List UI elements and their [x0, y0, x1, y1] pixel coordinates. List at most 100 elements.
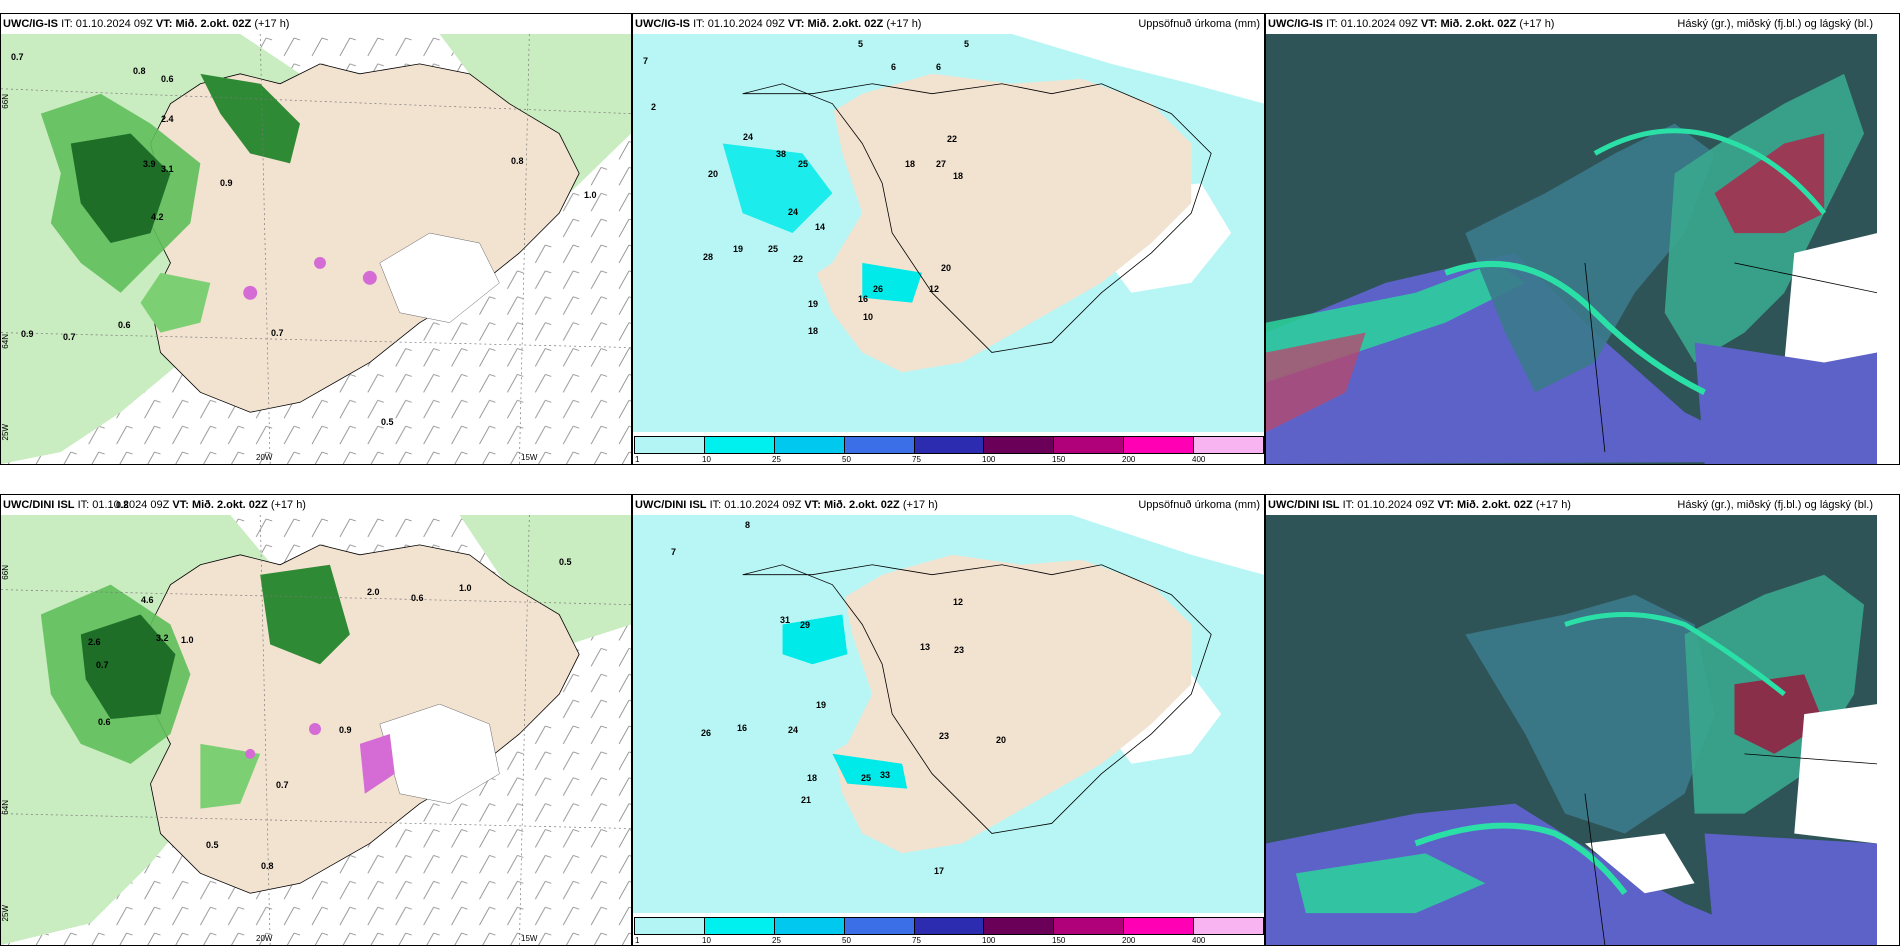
panel-top-left-wind-precip: UWC/IG-IS IT: 01.10.2024 09Z VT: Mið. 2.…: [0, 13, 632, 465]
lat-label-25: 25W: [1, 424, 10, 441]
value-label: 5: [964, 39, 970, 49]
value-label: 3.2: [156, 633, 169, 643]
legend-swatch: [704, 437, 775, 453]
value-label: 0.8: [116, 500, 129, 510]
value-label: 23: [954, 645, 965, 655]
value-label: 6: [891, 62, 897, 72]
value-label: 18: [807, 773, 818, 783]
value-label: 21: [801, 795, 812, 805]
value-label: 0.6: [118, 320, 131, 330]
legend-tick: 50: [842, 936, 851, 945]
value-label: 19: [816, 700, 827, 710]
lon-label-15: 15W: [521, 453, 538, 462]
value-label: 18: [808, 326, 819, 336]
value-label: 5: [858, 39, 864, 49]
panel-header: UWC/DINI ISL IT: 01.10.2024 09Z VT: Mið.…: [635, 499, 938, 511]
legend-tick: 75: [912, 455, 921, 464]
lon-label-15: 15W: [521, 934, 538, 943]
legend-tick: 10: [702, 455, 711, 464]
value-label: 14: [815, 222, 826, 232]
value-label: 22: [793, 254, 804, 264]
legend-bar: [634, 917, 1264, 935]
lon-label-20: 20W: [256, 453, 273, 462]
value-label: 2: [651, 102, 657, 112]
value-label: 2.0: [367, 587, 380, 597]
legend-swatch: [844, 918, 915, 934]
value-label: 0.8: [511, 156, 524, 166]
value-label: 0.7: [276, 780, 289, 790]
legend-tick: 200: [1122, 936, 1136, 945]
legend-swatch: [704, 918, 775, 934]
map-clouds: [1266, 34, 1877, 464]
legend-tick: 150: [1052, 455, 1066, 464]
value-label: 1.0: [181, 635, 194, 645]
value-label: 0.9: [339, 725, 352, 735]
legend-tick: 400: [1192, 936, 1206, 945]
panel-top-middle-precip: UWC/IG-IS IT: 01.10.2024 09Z VT: Mið. 2.…: [632, 13, 1265, 465]
value-label: 26: [873, 284, 884, 294]
legend-swatch: [984, 437, 1055, 453]
legend-tick: 10: [702, 936, 711, 945]
legend-bar: [634, 436, 1264, 454]
value-label: 10: [863, 312, 874, 322]
value-label: 0.5: [381, 417, 394, 427]
precip-legend: 1 10 25 50 75 100 150 200 400: [634, 917, 1264, 945]
value-label: 0.9: [220, 178, 233, 188]
value-label: 25: [798, 159, 809, 169]
value-label: 3.1: [161, 164, 174, 174]
panel-right-title: Uppsöfnuð úrkoma (mm): [1138, 18, 1260, 30]
lat-label-64: 64N: [1, 800, 10, 815]
legend-tick: 100: [982, 455, 996, 464]
panel-header: UWC/IG-IS IT: 01.10.2024 09Z VT: Mið. 2.…: [3, 18, 290, 30]
value-label: 0.6: [161, 74, 174, 84]
value-label: 25: [861, 773, 872, 783]
value-label: 12: [953, 597, 964, 607]
value-label: 26: [701, 728, 712, 738]
value-label: 23: [939, 731, 950, 741]
legend-swatch: [1124, 437, 1195, 453]
legend-swatch: [1124, 918, 1195, 934]
legend-swatch: [844, 437, 915, 453]
value-label: 16: [858, 294, 869, 304]
value-label: 31: [780, 615, 791, 625]
legend-tick: 50: [842, 455, 851, 464]
legend-swatch: [914, 918, 985, 934]
value-label: 19: [808, 299, 819, 309]
legend-tick: 400: [1192, 455, 1206, 464]
legend-swatch: [984, 918, 1055, 934]
legend-swatch: [1054, 437, 1125, 453]
value-label: 0.7: [11, 52, 24, 62]
value-label: 16: [737, 723, 748, 733]
legend-swatch: [1194, 918, 1264, 934]
value-label: 0.5: [206, 840, 219, 850]
lat-label-64: 64N: [1, 334, 10, 349]
legend-tick: 1: [635, 455, 640, 464]
value-label: 29: [800, 620, 811, 630]
value-label: 3.9: [143, 159, 156, 169]
legend-tick: 200: [1122, 455, 1136, 464]
value-label: 2.6: [88, 637, 101, 647]
value-label: 12: [929, 284, 940, 294]
legend-tick: 25: [772, 455, 781, 464]
value-label: 20: [708, 169, 719, 179]
legend-swatch: [635, 437, 705, 453]
value-label: 0.5: [559, 557, 572, 567]
map-wind-precip: [1, 34, 631, 464]
legend-swatch: [914, 437, 985, 453]
value-label: 24: [788, 207, 799, 217]
value-label: 22: [947, 134, 958, 144]
legend-tick: 25: [772, 936, 781, 945]
value-label: 24: [743, 132, 754, 142]
panel-header: UWC/IG-IS IT: 01.10.2024 09Z VT: Mið. 2.…: [1268, 18, 1555, 30]
value-label: 19: [733, 244, 744, 254]
value-label: 24: [788, 725, 799, 735]
value-label: 18: [905, 159, 916, 169]
lat-label-25: 25W: [1, 905, 10, 922]
panel-right-title: Uppsöfnuð úrkoma (mm): [1138, 499, 1260, 511]
legend-swatch: [1194, 437, 1264, 453]
value-label: 7: [671, 547, 677, 557]
value-label: 28: [703, 252, 714, 262]
value-label: 4.6: [141, 595, 154, 605]
panel-bottom-right-clouds: UWC/DINI ISL IT: 01.10.2024 09Z VT: Mið.…: [1265, 494, 1900, 946]
lat-label-66: 66N: [1, 565, 10, 580]
